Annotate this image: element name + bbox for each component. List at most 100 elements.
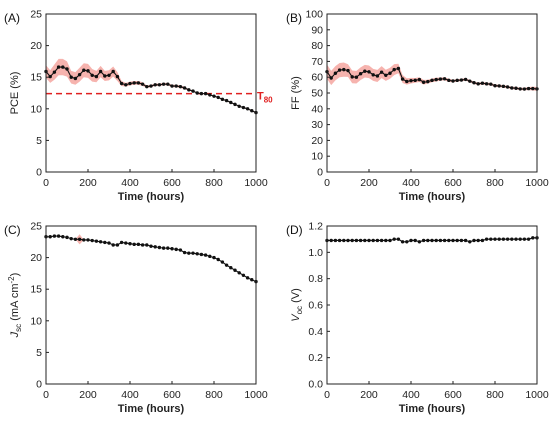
data-point	[82, 238, 86, 242]
y-axis-label: Jsc (mA cm-2)	[7, 273, 23, 339]
data-point	[178, 248, 183, 252]
data-point	[413, 238, 417, 243]
data-point	[216, 257, 220, 262]
data-point	[224, 98, 229, 103]
data-point	[405, 79, 409, 84]
data-point	[484, 82, 489, 86]
data-point	[182, 250, 187, 255]
data-point	[489, 82, 493, 86]
data-point	[409, 78, 413, 83]
y-tick-label: 0	[317, 167, 323, 179]
y-tick-label: 60	[311, 72, 323, 84]
data-point	[392, 67, 396, 72]
data-point	[447, 238, 451, 243]
data-point	[229, 266, 233, 270]
data-point	[346, 238, 350, 243]
data-point	[396, 237, 401, 241]
y-tick-label: 0.8	[308, 273, 323, 285]
data-point	[409, 238, 413, 243]
data-point	[400, 240, 405, 244]
y-tick-label: 50	[311, 88, 323, 100]
panel-label: (B)	[286, 11, 302, 25]
data-point	[107, 73, 111, 78]
x-tick-label: 1000	[244, 389, 268, 401]
data-point	[476, 238, 480, 243]
y-tick-label: 0.0	[308, 379, 323, 391]
data-point	[463, 238, 468, 243]
y-tick-label: 1.0	[308, 247, 323, 259]
data-point	[501, 237, 506, 241]
data-point	[98, 240, 103, 244]
x-tick-label: 800	[486, 177, 504, 189]
data-point	[484, 237, 489, 241]
y-tick-label: 1.2	[308, 221, 323, 233]
data-point	[98, 69, 103, 74]
data-point	[426, 238, 430, 243]
data-point	[128, 242, 132, 246]
data-point	[493, 84, 497, 88]
data-point	[455, 78, 459, 83]
data-point	[510, 237, 514, 241]
data-point	[371, 73, 375, 77]
y-axis-label-sub: sc	[14, 324, 23, 332]
y-tick-label: 10	[30, 103, 42, 115]
data-point	[413, 78, 417, 83]
y-axis-label-unit: (V)	[290, 288, 302, 306]
plot-frame	[45, 225, 257, 385]
data-point	[77, 72, 82, 77]
y-tick-label: 10	[311, 151, 323, 163]
data-point	[245, 107, 250, 111]
data-point	[191, 89, 195, 93]
data-point	[468, 240, 472, 244]
data-point	[199, 91, 204, 96]
data-point	[103, 240, 107, 245]
x-axis-label: Time (hours)	[118, 403, 185, 415]
data-point	[442, 238, 447, 243]
data-point	[447, 78, 451, 83]
data-point	[48, 74, 52, 79]
data-point	[367, 238, 371, 243]
y-axis-label-end: )	[9, 273, 21, 277]
data-point	[396, 66, 401, 71]
data-point	[69, 75, 73, 79]
x-tick-label: 600	[444, 177, 462, 189]
data-point	[111, 243, 115, 247]
data-point	[233, 268, 237, 272]
y-tick-label: 40	[311, 103, 323, 115]
data-point	[56, 234, 61, 238]
data-point	[333, 238, 338, 243]
data-point	[233, 102, 237, 107]
reference-label-sub: 80	[264, 96, 273, 105]
data-point	[497, 84, 501, 88]
data-point	[421, 80, 426, 84]
data-point	[52, 70, 57, 74]
data-point	[455, 238, 459, 243]
data-point	[337, 238, 342, 243]
x-tick-label: 400	[121, 389, 139, 401]
y-axis-label-main: J	[9, 331, 21, 338]
data-point	[65, 235, 69, 240]
data-point	[329, 238, 333, 243]
data-point	[451, 238, 455, 243]
data-point	[358, 238, 363, 243]
y-tick-label: 15	[30, 72, 42, 84]
plot-frame	[326, 13, 538, 173]
data-point	[342, 238, 346, 243]
x-tick-label: 600	[163, 177, 181, 189]
data-point	[384, 238, 388, 243]
data-point	[354, 75, 359, 79]
data-point	[505, 237, 510, 241]
data-point	[161, 82, 166, 86]
y-tick-label: 20	[30, 252, 42, 264]
series-line	[46, 235, 257, 283]
data-point	[195, 91, 199, 95]
data-point	[250, 278, 254, 282]
data-point	[145, 84, 149, 89]
data-point	[497, 237, 501, 241]
data-point	[119, 81, 124, 86]
data-point	[501, 84, 506, 89]
data-point	[90, 73, 94, 78]
data-point	[140, 243, 145, 247]
data-point	[522, 87, 527, 91]
y-tick-label: 15	[30, 284, 42, 296]
